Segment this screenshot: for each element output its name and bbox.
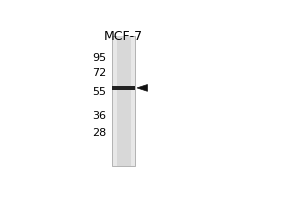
Text: 95: 95	[92, 53, 106, 63]
Text: 72: 72	[92, 68, 106, 78]
Polygon shape	[137, 85, 148, 91]
Text: 36: 36	[92, 111, 106, 121]
Text: 55: 55	[92, 87, 106, 97]
Bar	[116, 36, 130, 166]
Text: 28: 28	[92, 128, 106, 138]
Bar	[112, 86, 135, 90]
Text: MCF-7: MCF-7	[104, 30, 143, 43]
Bar	[112, 36, 135, 166]
